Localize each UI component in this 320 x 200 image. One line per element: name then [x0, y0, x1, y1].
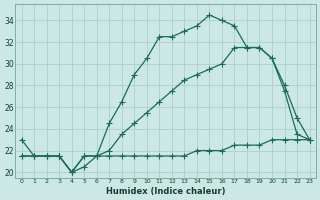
- X-axis label: Humidex (Indice chaleur): Humidex (Indice chaleur): [106, 187, 225, 196]
